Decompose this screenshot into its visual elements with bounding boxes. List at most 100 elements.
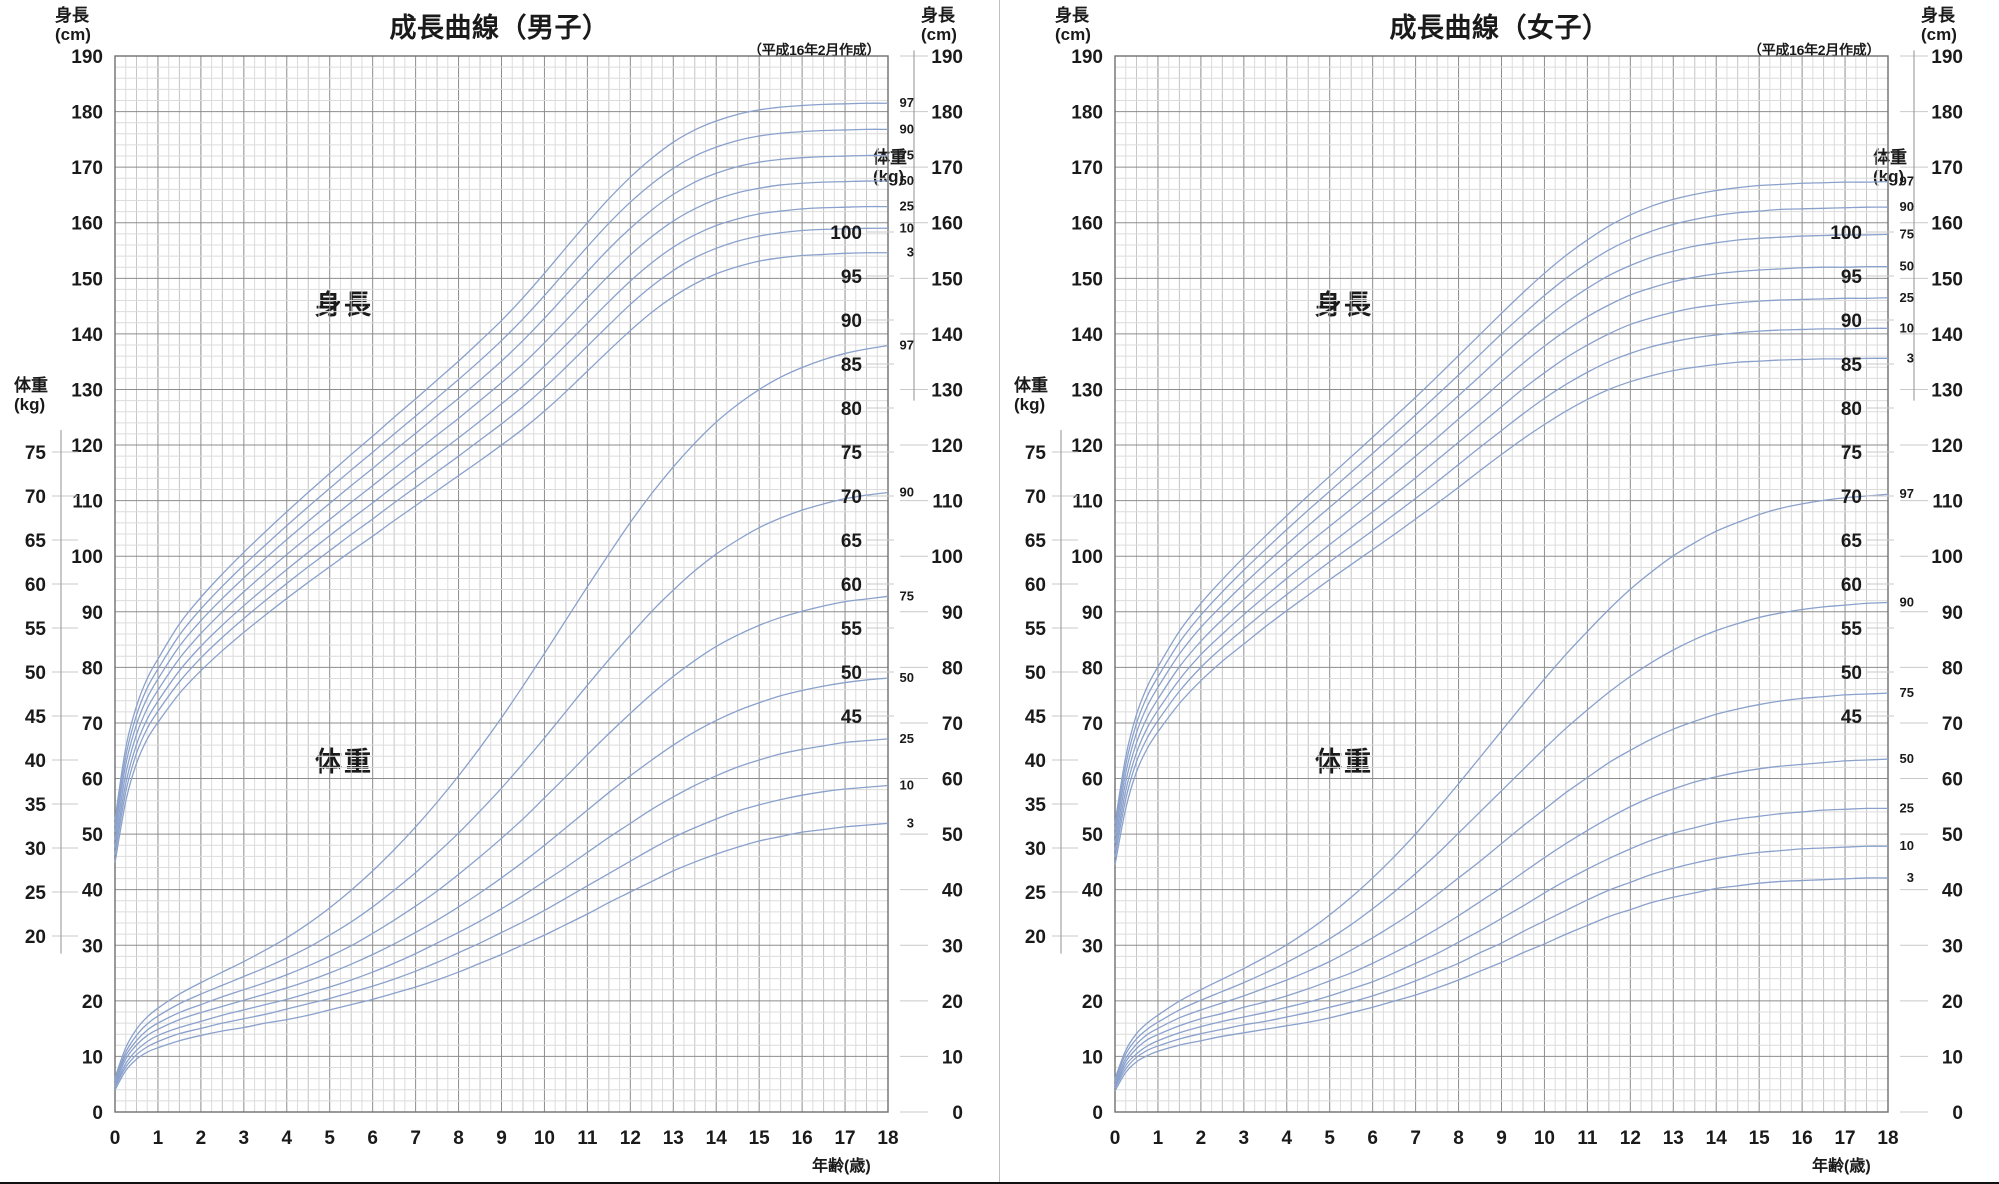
height-unit-label-right-male: 身長 (cm) bbox=[921, 6, 957, 45]
percentile-label-height-75: 75 bbox=[1900, 226, 1914, 241]
age-axis-label-male: 年齢(歳) bbox=[812, 1158, 871, 1175]
height-tick-left-80: 80 bbox=[82, 658, 103, 679]
age-tick-16: 16 bbox=[1792, 1128, 1813, 1149]
percentile-label-weight-97: 97 bbox=[900, 338, 914, 353]
height-percentile-curve-97 bbox=[114, 102, 889, 820]
page-title-female: 成長曲線（女子） bbox=[1389, 13, 1610, 43]
height-tick-left-70: 70 bbox=[1082, 714, 1103, 735]
percentile-label-height-10: 10 bbox=[1900, 320, 1914, 335]
chart-panel-female: 成長曲線（女子） （平成16年2月作成） 身長 (cm) 身長 (cm) 体重 … bbox=[1000, 0, 1999, 1184]
weight-tick-right-70: 70 bbox=[1841, 487, 1862, 508]
percentile-label-height-97: 97 bbox=[900, 95, 914, 110]
height-tick-right-100: 100 bbox=[931, 547, 963, 568]
age-tick-12: 12 bbox=[620, 1128, 641, 1149]
age-tick-11: 11 bbox=[1577, 1128, 1598, 1149]
weight-tick-left-25: 25 bbox=[25, 883, 47, 904]
height-tick-right-60: 60 bbox=[1942, 770, 1963, 791]
weight-tick-right-55: 55 bbox=[1841, 619, 1863, 640]
height-tick-right-20: 20 bbox=[942, 992, 963, 1013]
percentile-label-height-25: 25 bbox=[1900, 290, 1914, 305]
percentile-label-weight-3: 3 bbox=[907, 815, 914, 830]
height-tick-right-90: 90 bbox=[1942, 603, 1963, 624]
age-tick-2: 2 bbox=[1196, 1128, 1207, 1149]
height-percentile-curve-50 bbox=[1114, 265, 1889, 844]
height-percentile-curve-90 bbox=[1114, 206, 1889, 830]
height-tick-left-190: 190 bbox=[1071, 47, 1103, 68]
height-tick-left-0: 0 bbox=[92, 1103, 103, 1124]
age-tick-1: 1 bbox=[1153, 1128, 1164, 1149]
weight-tick-right-100: 100 bbox=[1830, 223, 1862, 244]
age-tick-12: 12 bbox=[1620, 1128, 1641, 1149]
age-tick-9: 9 bbox=[1496, 1128, 1507, 1149]
weight-percentile-curve-25 bbox=[114, 738, 889, 1086]
height-tick-left-110: 110 bbox=[72, 492, 103, 513]
height-tick-left-150: 150 bbox=[71, 269, 103, 290]
age-tick-13: 13 bbox=[1663, 1128, 1684, 1149]
percentile-label-weight-50: 50 bbox=[900, 670, 914, 685]
percentile-label-height-75: 75 bbox=[900, 147, 914, 162]
weight-percentile-curve-3 bbox=[114, 822, 889, 1091]
height-tick-right-150: 150 bbox=[1931, 269, 1963, 290]
height-tick-right-20: 20 bbox=[1942, 992, 1963, 1013]
weight-tick-right-80: 80 bbox=[1841, 399, 1862, 420]
height-tick-left-80: 80 bbox=[1082, 658, 1103, 679]
age-tick-13: 13 bbox=[663, 1128, 684, 1149]
height-tick-left-20: 20 bbox=[1082, 992, 1103, 1013]
height-tick-left-180: 180 bbox=[71, 103, 103, 124]
weight-percentile-curve-90 bbox=[114, 491, 889, 1080]
weight-tick-left-35: 35 bbox=[1025, 795, 1047, 816]
age-tick-11: 11 bbox=[577, 1128, 598, 1149]
height-tick-right-60: 60 bbox=[942, 770, 963, 791]
height-percentile-curve-97 bbox=[1114, 180, 1889, 824]
height-tick-left-70: 70 bbox=[82, 714, 103, 735]
weight-tick-left-60: 60 bbox=[25, 575, 46, 596]
age-tick-8: 8 bbox=[453, 1128, 464, 1149]
height-tick-left-10: 10 bbox=[1082, 1047, 1103, 1068]
height-tick-left-120: 120 bbox=[1071, 436, 1103, 457]
weight-tick-right-70: 70 bbox=[841, 487, 862, 508]
height-tick-right-160: 160 bbox=[931, 214, 963, 235]
height-tick-right-120: 120 bbox=[1931, 436, 1963, 457]
height-tick-left-130: 130 bbox=[71, 380, 103, 401]
height-tick-right-10: 10 bbox=[942, 1047, 963, 1068]
percentile-label-height-25: 25 bbox=[900, 199, 914, 214]
percentile-label-weight-75: 75 bbox=[900, 588, 914, 603]
age-tick-3: 3 bbox=[1239, 1128, 1250, 1149]
page-title-male: 成長曲線（男子） bbox=[389, 13, 610, 43]
percentile-label-height-90: 90 bbox=[900, 121, 914, 136]
height-tick-right-70: 70 bbox=[942, 714, 963, 735]
percentile-curves bbox=[1114, 180, 1889, 1092]
height-tick-left-170: 170 bbox=[1071, 158, 1103, 179]
height-unit-label-left-female: 身長 (cm) bbox=[1055, 6, 1091, 45]
weight-tick-left-60: 60 bbox=[1025, 575, 1046, 596]
height-unit-label-left-male: 身長 (cm) bbox=[55, 6, 91, 45]
age-tick-3: 3 bbox=[239, 1128, 250, 1149]
age-tick-10: 10 bbox=[534, 1128, 555, 1149]
weight-tick-left-30: 30 bbox=[25, 839, 46, 860]
percentile-label-height-90: 90 bbox=[1900, 199, 1914, 214]
height-tick-right-190: 190 bbox=[1931, 47, 1963, 68]
height-percentile-curve-10 bbox=[1114, 327, 1889, 858]
weight-percentile-curve-10 bbox=[1114, 845, 1889, 1089]
weight-tick-right-85: 85 bbox=[841, 355, 863, 376]
height-tick-left-140: 140 bbox=[1071, 325, 1103, 346]
weight-tick-right-75: 75 bbox=[1841, 443, 1863, 464]
height-tick-left-160: 160 bbox=[1071, 214, 1103, 235]
weight-tick-left-45: 45 bbox=[1025, 707, 1047, 728]
age-axis-label-female: 年齢(歳) bbox=[1812, 1158, 1871, 1175]
height-tick-left-140: 140 bbox=[71, 325, 103, 346]
height-percentile-curve-25 bbox=[1114, 297, 1889, 851]
bottom-rule bbox=[0, 1182, 1999, 1184]
weight-tick-right-75: 75 bbox=[841, 443, 863, 464]
weight-tick-right-60: 60 bbox=[841, 575, 862, 596]
height-tick-right-110: 110 bbox=[932, 492, 963, 513]
weight-tick-left-25: 25 bbox=[1025, 883, 1047, 904]
height-tick-left-150: 150 bbox=[1071, 269, 1103, 290]
weight-tick-right-50: 50 bbox=[841, 663, 862, 684]
height-tick-left-120: 120 bbox=[71, 436, 103, 457]
height-tick-left-40: 40 bbox=[82, 881, 103, 902]
percentile-label-weight-10: 10 bbox=[1900, 838, 1914, 853]
height-tick-right-30: 30 bbox=[942, 936, 963, 957]
weight-tick-left-50: 50 bbox=[25, 663, 46, 684]
height-tick-right-150: 150 bbox=[931, 269, 963, 290]
